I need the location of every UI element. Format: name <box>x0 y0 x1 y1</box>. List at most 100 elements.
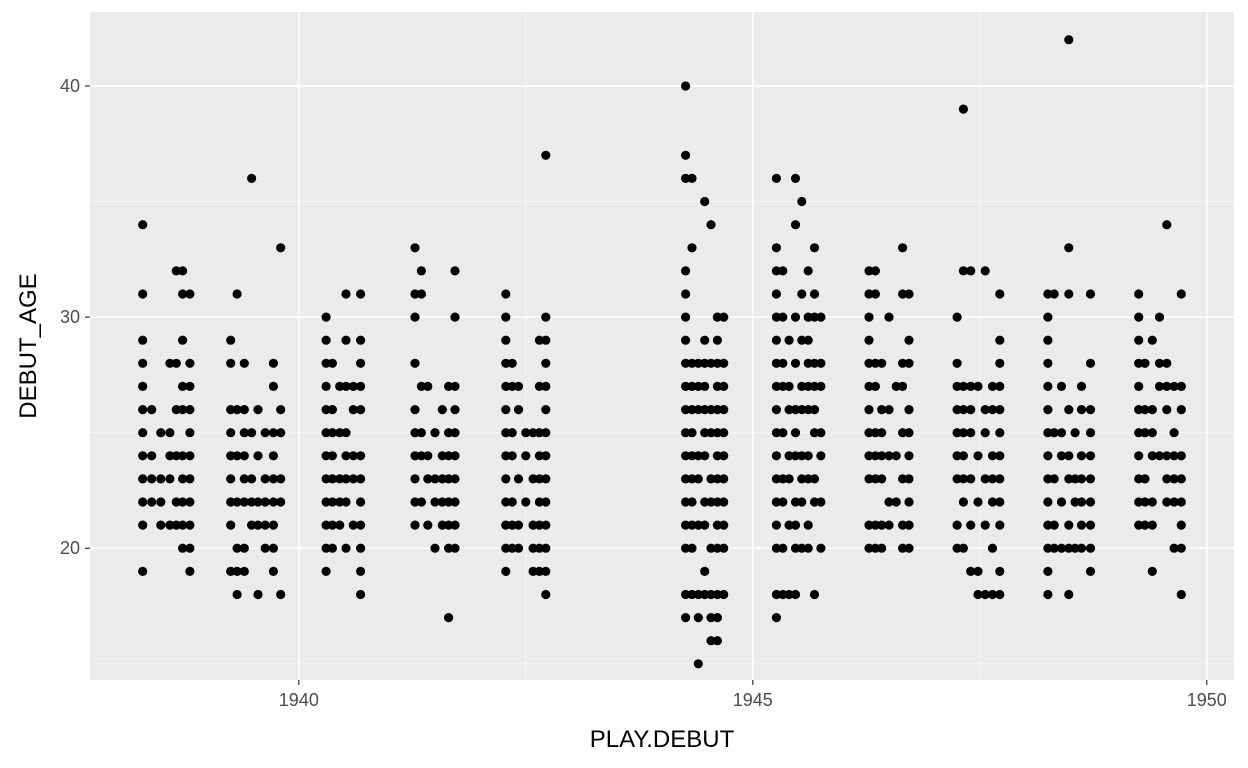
data-point <box>864 474 874 484</box>
data-point <box>321 520 331 530</box>
data-point <box>410 312 420 322</box>
data-point <box>898 543 908 553</box>
data-point <box>541 381 551 391</box>
data-point <box>898 243 908 253</box>
data-point <box>1169 451 1179 461</box>
data-point <box>437 405 447 415</box>
data-point <box>327 474 337 484</box>
data-point <box>864 381 874 391</box>
data-point <box>864 428 874 438</box>
data-point <box>501 335 511 345</box>
data-point <box>712 381 723 391</box>
data-point <box>444 497 454 507</box>
data-point <box>797 289 807 299</box>
data-point <box>958 451 969 461</box>
data-point <box>501 451 511 461</box>
data-point <box>348 405 358 415</box>
data-point <box>790 312 801 322</box>
data-point <box>171 520 181 530</box>
data-point <box>952 451 962 461</box>
data-point <box>1147 566 1157 577</box>
data-point <box>226 497 236 507</box>
data-point <box>1085 289 1096 299</box>
data-point <box>995 566 1005 577</box>
data-point <box>771 358 782 368</box>
data-point <box>410 520 420 530</box>
x-axis-title: PLAY.DEBUT <box>590 726 735 753</box>
data-point <box>1070 428 1080 438</box>
data-point <box>1134 358 1144 368</box>
data-point <box>507 497 517 507</box>
x-tick-label: 1950 <box>1187 690 1227 710</box>
data-point <box>356 289 366 299</box>
data-point <box>178 497 188 507</box>
data-point <box>1147 428 1157 438</box>
data-point <box>239 474 249 484</box>
data-point <box>521 428 531 438</box>
data-point <box>987 543 998 553</box>
data-point <box>1176 474 1186 484</box>
data-point <box>534 451 545 461</box>
data-point <box>797 405 807 415</box>
data-point <box>268 497 278 507</box>
data-point <box>156 520 166 530</box>
data-point <box>693 381 703 391</box>
data-point <box>693 589 703 600</box>
data-point <box>1049 474 1059 484</box>
data-point <box>1043 543 1053 553</box>
data-point <box>778 497 788 507</box>
data-point <box>877 520 887 530</box>
data-point <box>797 474 807 484</box>
data-point <box>952 543 962 553</box>
data-point <box>138 451 148 461</box>
data-point <box>232 543 242 553</box>
data-point <box>178 335 188 345</box>
data-point <box>995 358 1005 368</box>
data-point <box>341 497 351 507</box>
data-point <box>268 566 278 577</box>
data-point <box>1076 405 1087 415</box>
data-point <box>138 381 148 391</box>
data-point <box>226 335 236 345</box>
data-point <box>260 474 270 484</box>
data-point <box>410 243 420 253</box>
data-point <box>797 335 807 345</box>
data-point <box>239 451 249 461</box>
data-point <box>816 312 826 322</box>
data-point <box>507 543 517 553</box>
data-point <box>987 497 998 507</box>
data-point <box>952 520 962 530</box>
data-point <box>700 335 710 345</box>
data-point <box>693 613 703 623</box>
data-point <box>784 451 794 461</box>
data-point <box>1134 428 1144 438</box>
data-point <box>253 589 263 600</box>
data-point <box>980 405 990 415</box>
data-point <box>719 520 729 530</box>
data-point <box>712 497 723 507</box>
data-point <box>877 428 887 438</box>
data-point <box>185 428 195 438</box>
data-point <box>987 451 998 461</box>
data-point <box>1043 289 1053 299</box>
data-point <box>952 312 962 322</box>
data-point <box>1064 520 1074 530</box>
data-point <box>790 520 801 530</box>
data-point <box>790 451 801 461</box>
data-point <box>973 589 983 600</box>
data-point <box>904 335 914 345</box>
data-point <box>444 451 454 461</box>
y-axis-title: DEBUT_AGE <box>15 273 42 418</box>
data-point <box>1176 589 1186 600</box>
data-point <box>226 358 236 368</box>
data-point <box>444 474 454 484</box>
data-point <box>528 428 538 438</box>
data-point <box>966 381 976 391</box>
data-point <box>877 474 887 484</box>
data-point <box>276 405 286 415</box>
data-point <box>995 335 1005 345</box>
data-point <box>276 589 286 600</box>
data-point <box>958 543 969 553</box>
data-point <box>966 428 976 438</box>
data-point <box>226 405 236 415</box>
